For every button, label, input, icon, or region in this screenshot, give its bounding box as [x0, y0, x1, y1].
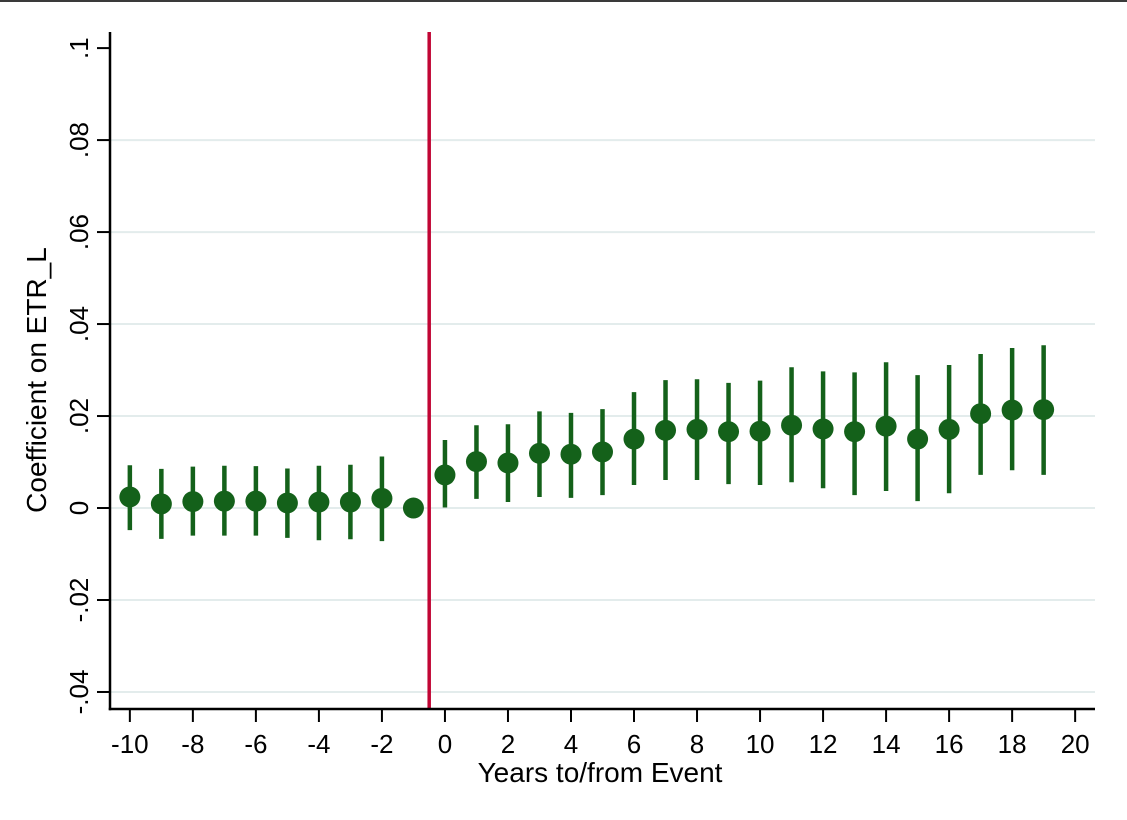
coef-point — [434, 464, 456, 486]
y-tick-label: 0 — [64, 501, 94, 515]
coef-point — [528, 442, 550, 464]
coef-point — [465, 451, 487, 473]
coef-point — [150, 493, 172, 515]
coef-point — [560, 443, 582, 465]
x-tick-label: 16 — [935, 729, 964, 759]
coef-point — [970, 403, 992, 425]
y-tick-label: .08 — [64, 122, 94, 158]
coef-point — [686, 418, 708, 440]
coef-point — [1001, 399, 1023, 421]
x-tick-label: -10 — [111, 729, 149, 759]
coef-point — [844, 421, 866, 443]
coef-point — [119, 486, 141, 508]
x-tick-label: -6 — [244, 729, 267, 759]
coef-point — [623, 428, 645, 450]
coef-point — [875, 415, 897, 437]
y-tick-label: .04 — [64, 306, 94, 342]
y-axis-title: Coefficient on ETR_L — [21, 247, 52, 513]
y-tick-label: .06 — [64, 214, 94, 250]
coef-point — [371, 487, 393, 509]
coef-point — [245, 490, 267, 512]
coef-point — [592, 441, 613, 463]
coef-point — [781, 414, 803, 436]
y-tick-label: .1 — [64, 37, 94, 59]
coef-point — [655, 419, 677, 441]
grid-layer — [110, 139, 1095, 693]
x-tick-label: 2 — [501, 729, 515, 759]
y-tick-label: -.02 — [64, 578, 94, 623]
coef-point — [213, 490, 235, 512]
coef-point — [812, 418, 834, 440]
coef-point — [276, 492, 298, 514]
x-tick-label: 12 — [809, 729, 838, 759]
x-tick-label: 4 — [564, 729, 578, 759]
coef-point — [339, 491, 361, 513]
coef-point — [1033, 399, 1055, 421]
y-tick-label: .02 — [64, 398, 94, 434]
coef-point — [308, 491, 330, 513]
coef-point — [907, 428, 929, 450]
coef-point — [938, 418, 960, 440]
y-tick-label: -.04 — [64, 670, 94, 715]
x-tick-label: -4 — [307, 729, 330, 759]
coef-point — [718, 421, 740, 443]
x-axis-title: Years to/from Event — [478, 757, 723, 788]
x-tick-label: -2 — [370, 729, 393, 759]
x-tick-label: 0 — [438, 729, 452, 759]
x-tick-label: 18 — [998, 729, 1027, 759]
x-tick-label: -8 — [181, 729, 204, 759]
x-tick-label: 10 — [746, 729, 775, 759]
data-layer — [119, 345, 1055, 542]
coef-point — [182, 491, 204, 513]
coef-point — [497, 452, 519, 474]
coef-point — [402, 497, 424, 519]
coef-point — [749, 420, 771, 442]
x-tick-label: 6 — [627, 729, 641, 759]
x-tick-label: 20 — [1061, 729, 1090, 759]
x-tick-label: 14 — [872, 729, 901, 759]
x-tick-label: 8 — [690, 729, 704, 759]
axis-layer: .1 .08 .06 .04 .02 0 -.02 -.04 -10 -8 -6 -4 -2 0 2 4 6 8 1… — [64, 32, 1095, 759]
